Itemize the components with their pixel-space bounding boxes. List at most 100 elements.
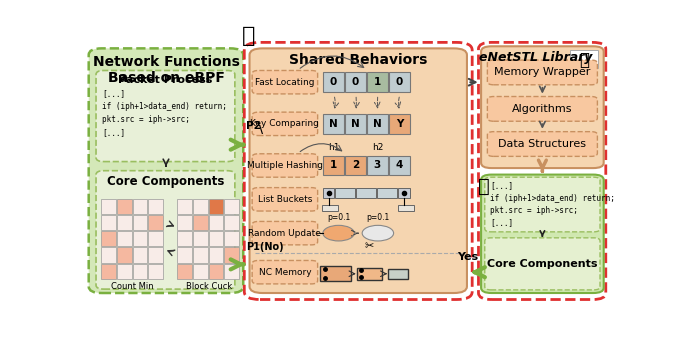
Bar	[367, 72, 388, 92]
Text: Memory Wrapper: Memory Wrapper	[494, 67, 591, 77]
Bar	[117, 199, 132, 214]
Bar	[149, 199, 163, 214]
Text: P1(No): P1(No)	[246, 242, 283, 252]
Text: List Buckets: List Buckets	[258, 195, 312, 204]
Text: Key Comparing: Key Comparing	[250, 119, 319, 128]
Bar	[149, 264, 163, 279]
Text: eNetSTL Library: eNetSTL Library	[479, 51, 593, 64]
Text: 0: 0	[352, 77, 359, 87]
Text: Data Structures: Data Structures	[498, 139, 586, 149]
Bar	[101, 199, 116, 214]
Bar	[377, 188, 397, 198]
Bar	[367, 156, 388, 175]
Bar	[367, 114, 388, 134]
Text: 🐧: 🐧	[579, 51, 589, 69]
Bar	[177, 247, 192, 263]
Bar	[388, 269, 408, 279]
Bar	[117, 264, 132, 279]
Text: N: N	[351, 119, 360, 129]
FancyBboxPatch shape	[249, 48, 467, 293]
Bar	[397, 205, 414, 211]
FancyBboxPatch shape	[96, 71, 235, 162]
Bar	[323, 156, 344, 175]
Bar	[177, 199, 192, 214]
Text: Shared Behaviors: Shared Behaviors	[289, 53, 427, 67]
Bar	[209, 199, 223, 214]
FancyBboxPatch shape	[89, 48, 243, 293]
Bar	[177, 231, 192, 246]
Text: Y: Y	[395, 119, 403, 129]
Bar	[224, 231, 239, 246]
Text: 3: 3	[374, 161, 381, 170]
Circle shape	[362, 225, 393, 241]
Text: p=0.1: p=0.1	[366, 213, 389, 222]
Bar	[132, 264, 147, 279]
Bar	[209, 231, 223, 246]
FancyBboxPatch shape	[487, 60, 598, 85]
Bar	[389, 72, 410, 92]
Bar	[357, 267, 382, 280]
FancyBboxPatch shape	[252, 154, 318, 177]
FancyBboxPatch shape	[96, 171, 235, 289]
Text: Core Components: Core Components	[107, 175, 224, 188]
Bar	[117, 247, 132, 263]
Text: 0: 0	[395, 77, 403, 87]
Text: Block Cuck: Block Cuck	[185, 282, 232, 291]
Text: Yes: Yes	[458, 251, 479, 262]
Text: Core Components: Core Components	[487, 259, 598, 269]
Bar	[193, 231, 208, 246]
Bar	[224, 215, 239, 230]
FancyBboxPatch shape	[487, 97, 598, 121]
FancyBboxPatch shape	[252, 221, 318, 245]
Bar	[322, 205, 338, 211]
Bar	[323, 114, 344, 134]
Bar	[177, 215, 192, 230]
Bar	[101, 231, 116, 246]
Text: Network Functions
Based on eBPF: Network Functions Based on eBPF	[93, 55, 239, 85]
Bar	[209, 247, 223, 263]
FancyBboxPatch shape	[252, 112, 318, 136]
Bar	[117, 215, 132, 230]
Bar	[193, 247, 208, 263]
Bar	[149, 247, 163, 263]
Text: [...]
if (iph+1>data_end) return;
pkt.src = iph->src;
[...]: [...] if (iph+1>data_end) return; pkt.sr…	[102, 89, 227, 137]
Bar	[132, 247, 147, 263]
Bar	[224, 199, 239, 214]
Bar	[132, 215, 147, 230]
Text: Random Update: Random Update	[249, 228, 321, 238]
Text: Fast Locating: Fast Locating	[255, 78, 314, 87]
Text: h1: h1	[328, 143, 339, 152]
Bar	[193, 199, 208, 214]
FancyBboxPatch shape	[487, 132, 598, 156]
Bar	[570, 50, 598, 68]
Bar	[101, 264, 116, 279]
Bar	[117, 231, 132, 246]
Bar	[323, 188, 335, 198]
Bar	[398, 188, 410, 198]
Bar	[345, 156, 366, 175]
Text: 🐝: 🐝	[479, 177, 490, 196]
Bar	[389, 156, 410, 175]
Bar	[323, 72, 344, 92]
Text: ✂: ✂	[364, 241, 374, 251]
Bar	[101, 247, 116, 263]
Bar	[132, 231, 147, 246]
Bar	[209, 264, 223, 279]
Bar	[345, 114, 366, 134]
FancyBboxPatch shape	[252, 188, 318, 211]
FancyBboxPatch shape	[252, 71, 318, 94]
Bar	[335, 188, 356, 198]
Bar	[356, 188, 377, 198]
Text: p=0.1: p=0.1	[327, 213, 350, 222]
Text: Multiple Hashing: Multiple Hashing	[247, 161, 323, 170]
Bar	[101, 215, 116, 230]
Text: \: \	[259, 125, 263, 135]
Bar	[320, 266, 351, 281]
Bar	[209, 215, 223, 230]
Text: [...]
if (iph+1>data_end) return;
pkt.src = iph->src;
[...]: [...] if (iph+1>data_end) return; pkt.sr…	[490, 181, 615, 227]
FancyBboxPatch shape	[252, 261, 318, 284]
Bar	[149, 215, 163, 230]
Text: 🐝: 🐝	[242, 26, 255, 46]
Text: N: N	[329, 119, 338, 129]
Text: 2: 2	[352, 161, 359, 170]
